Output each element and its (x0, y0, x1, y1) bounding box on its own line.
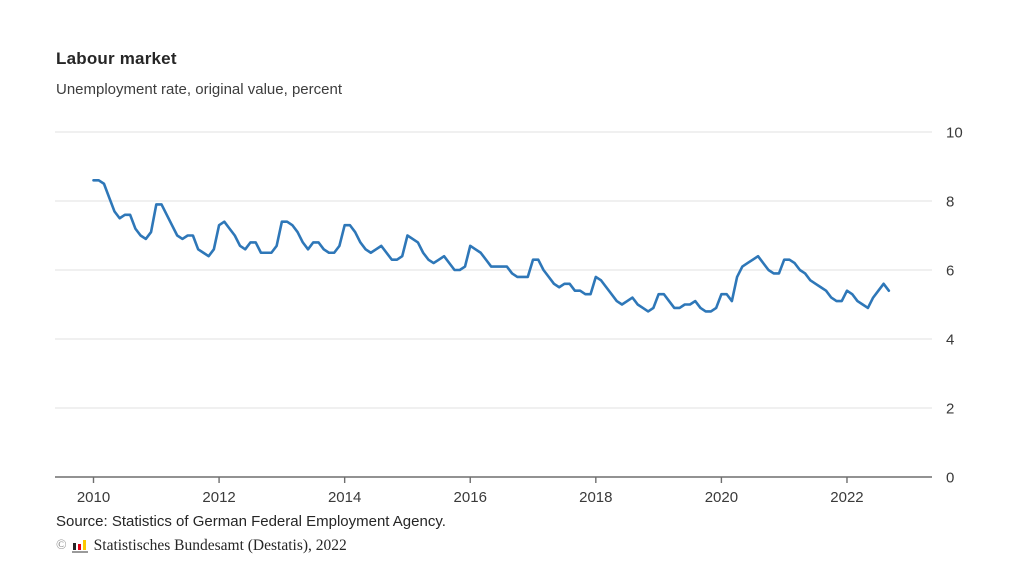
x-tick-label: 2014 (328, 489, 361, 506)
x-tick-label: 2012 (202, 489, 235, 506)
x-tick-label: 2010 (77, 489, 110, 506)
y-tick-label: 4 (946, 332, 954, 349)
destatis-bar-chart-logo-icon (71, 539, 89, 553)
copyright-symbol: © (56, 538, 67, 553)
y-tick-label: 10 (946, 125, 963, 142)
source-note: Source: Statistics of German Federal Emp… (56, 513, 446, 530)
copyright-note: © Statistisches Bundesamt (Destatis), 20… (56, 537, 347, 555)
logo-bar (72, 543, 76, 550)
y-tick-label: 0 (946, 470, 954, 487)
copyright-text: Statistisches Bundesamt (Destatis), 2022 (93, 537, 347, 554)
logo-bar (77, 544, 81, 550)
x-tick-label: 2022 (830, 489, 863, 506)
x-tick-label: 2016 (454, 489, 487, 506)
page-subtitle: Unemployment rate, original value, perce… (56, 81, 342, 98)
y-tick-label: 8 (946, 194, 954, 211)
y-tick-label: 6 (946, 263, 954, 280)
x-tick-label: 2020 (705, 489, 738, 506)
logo-baseline (71, 550, 88, 553)
unemployment-rate-line (92, 179, 891, 313)
y-tick-label: 2 (946, 401, 954, 418)
logo-bar (82, 540, 86, 550)
x-tick-label: 2018 (579, 489, 612, 506)
page-title: Labour market (56, 49, 177, 68)
